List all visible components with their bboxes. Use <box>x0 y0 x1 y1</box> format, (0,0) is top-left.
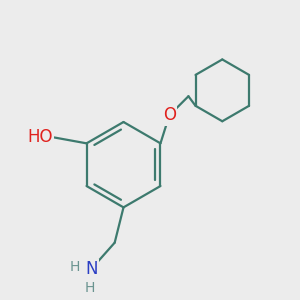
Text: HO: HO <box>27 128 53 146</box>
Text: H: H <box>70 260 80 274</box>
Text: N: N <box>85 260 98 278</box>
Text: O: O <box>163 106 176 124</box>
Text: H: H <box>85 281 95 295</box>
